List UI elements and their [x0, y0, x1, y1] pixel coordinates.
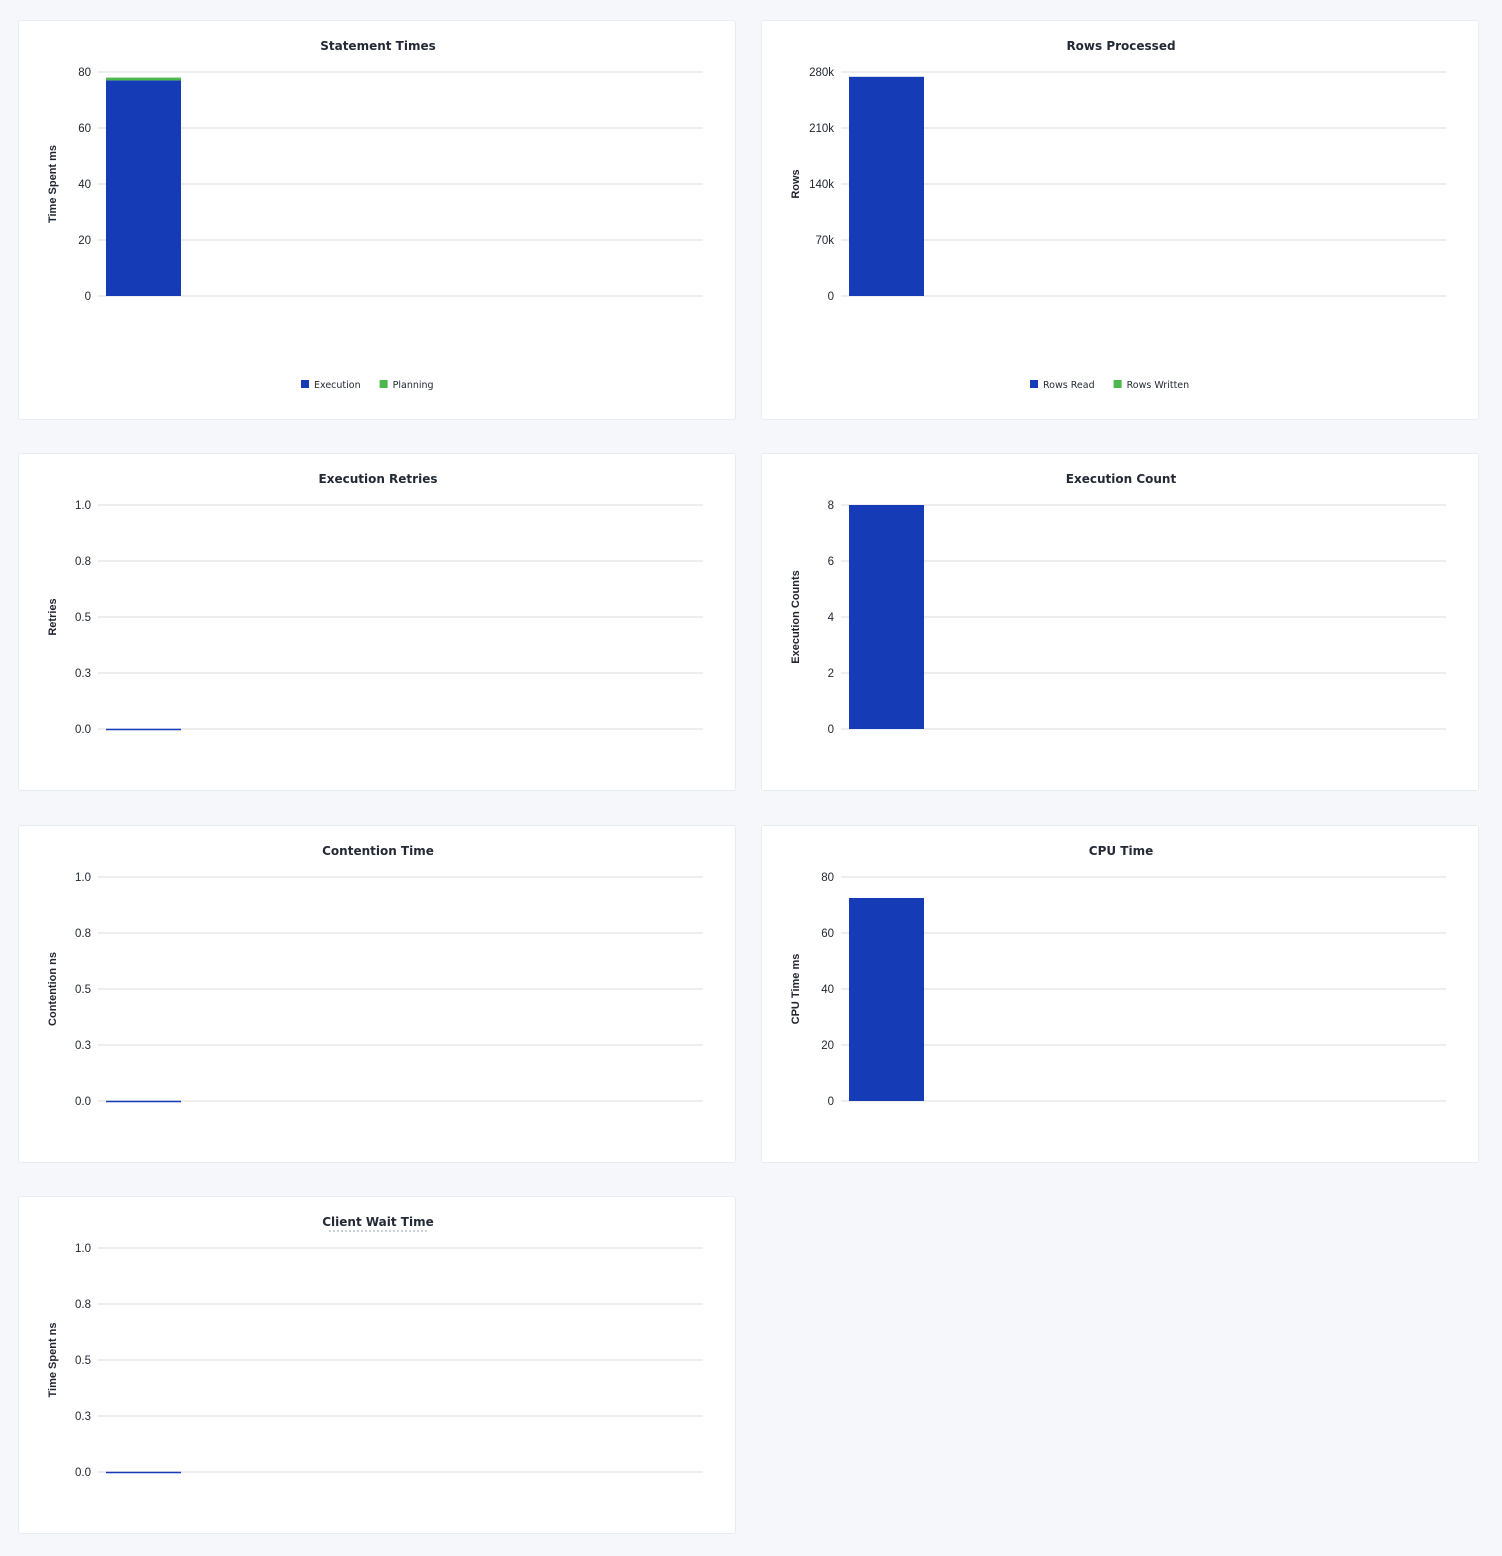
y-axis-label: Contention ns: [47, 952, 59, 1026]
y-tick-label: 6: [828, 556, 834, 568]
legend-label: Planning: [393, 380, 434, 391]
y-tick-label: 80: [821, 872, 834, 884]
chart-card: CPU Time 0 20 40 60 80 CPU Time ms: [761, 825, 1479, 1163]
chart: Statement Times 0 20 40 60 80 Time Spent ms Exe…: [47, 39, 703, 391]
chart-card: Execution Retries 0.0 0.3 0.5 0.8 1.0 Retries: [18, 453, 736, 791]
y-tick-label: 1.0: [75, 500, 91, 512]
chart: Rows Processed 0 70k 140k 210k 280k Rows Rows R…: [790, 39, 1446, 391]
y-axis-label: Retries: [47, 598, 59, 635]
bar: [106, 80, 181, 297]
y-tick-label: 20: [821, 1040, 834, 1052]
chart-title: Rows Processed: [1066, 39, 1175, 53]
y-axis-label: Time Spent ms: [47, 145, 59, 223]
chart: Client Wait Time 0.0 0.3 0.5 0.8 1.0 Time Spen…: [47, 1215, 703, 1479]
chart: Execution Count 0 2 4 6 8 Execution Counts: [790, 472, 1446, 736]
y-tick-label: 140k: [809, 179, 834, 191]
chart-card: Contention Time 0.0 0.3 0.5 0.8 1.0 Contention…: [18, 825, 736, 1163]
chart-title: Statement Times: [320, 39, 436, 53]
y-tick-label: 1.0: [75, 1243, 91, 1255]
y-tick-label: 0.3: [75, 668, 91, 680]
y-tick-label: 0.0: [75, 1467, 91, 1479]
legend-swatch: [1030, 380, 1038, 388]
chart-title: CPU Time: [1089, 844, 1153, 858]
y-tick-label: 280k: [809, 67, 834, 79]
y-tick-label: 70k: [815, 235, 834, 247]
chart: Contention Time 0.0 0.3 0.5 0.8 1.0 Contention…: [47, 844, 703, 1108]
y-tick-label: 0: [828, 291, 834, 303]
legend-label: Rows Read: [1043, 380, 1095, 391]
chart: Execution Retries 0.0 0.3 0.5 0.8 1.0 Retries: [47, 472, 703, 736]
y-tick-label: 2: [828, 668, 834, 680]
y-tick-label: 20: [78, 235, 91, 247]
legend-swatch: [301, 380, 309, 388]
y-tick-label: 0: [828, 1096, 834, 1108]
y-axis-label: Time Spent ns: [47, 1323, 59, 1398]
chart-title: Execution Count: [1066, 472, 1177, 486]
y-tick-label: 0.8: [75, 928, 91, 940]
y-tick-label: 0.3: [75, 1040, 91, 1052]
chart-title: Execution Retries: [319, 472, 438, 486]
y-tick-label: 0.5: [75, 612, 91, 624]
chart-card: Rows Processed 0 70k 140k 210k 280k Rows Rows R…: [761, 20, 1479, 420]
y-tick-label: 60: [78, 123, 91, 135]
y-tick-label: 0.3: [75, 1411, 91, 1423]
y-tick-label: 210k: [809, 123, 834, 135]
y-axis-label: Rows: [790, 169, 802, 198]
y-tick-label: 60: [821, 928, 834, 940]
chart-card: Statement Times 0 20 40 60 80 Time Spent ms Exe…: [18, 20, 736, 420]
legend-swatch: [1113, 380, 1122, 388]
y-tick-label: 0.0: [75, 724, 91, 736]
legend-swatch: [379, 380, 388, 388]
y-tick-label: 4: [828, 612, 835, 624]
y-tick-label: 80: [78, 67, 91, 79]
bar: [849, 505, 924, 729]
y-axis-label: Execution Counts: [790, 570, 802, 664]
y-tick-label: 40: [78, 179, 91, 191]
y-tick-label: 0.0: [75, 1096, 91, 1108]
y-tick-label: 0.5: [75, 984, 91, 996]
bar: [106, 77, 181, 81]
y-tick-label: 8: [828, 500, 834, 512]
y-axis-label: CPU Time ms: [790, 954, 802, 1025]
y-tick-label: 0.8: [75, 556, 91, 568]
y-tick-label: 0.8: [75, 1299, 91, 1311]
y-tick-label: 0.5: [75, 1355, 91, 1367]
y-tick-label: 1.0: [75, 872, 91, 884]
y-tick-label: 0: [85, 291, 91, 303]
bar: [849, 898, 924, 1101]
chart: CPU Time 0 20 40 60 80 CPU Time ms: [790, 844, 1446, 1108]
bar: [849, 76, 924, 296]
chart-card: Execution Count 0 2 4 6 8 Execution Counts: [761, 453, 1479, 791]
legend-label: Rows Written: [1127, 380, 1190, 391]
y-tick-label: 0: [828, 724, 834, 736]
y-tick-label: 40: [821, 984, 834, 996]
legend-label: Execution: [314, 380, 361, 391]
chart-title: Contention Time: [322, 844, 434, 858]
chart-card: Client Wait Time 0.0 0.3 0.5 0.8 1.0 Time Spen…: [18, 1196, 736, 1534]
chart-title: Client Wait Time: [322, 1215, 434, 1229]
